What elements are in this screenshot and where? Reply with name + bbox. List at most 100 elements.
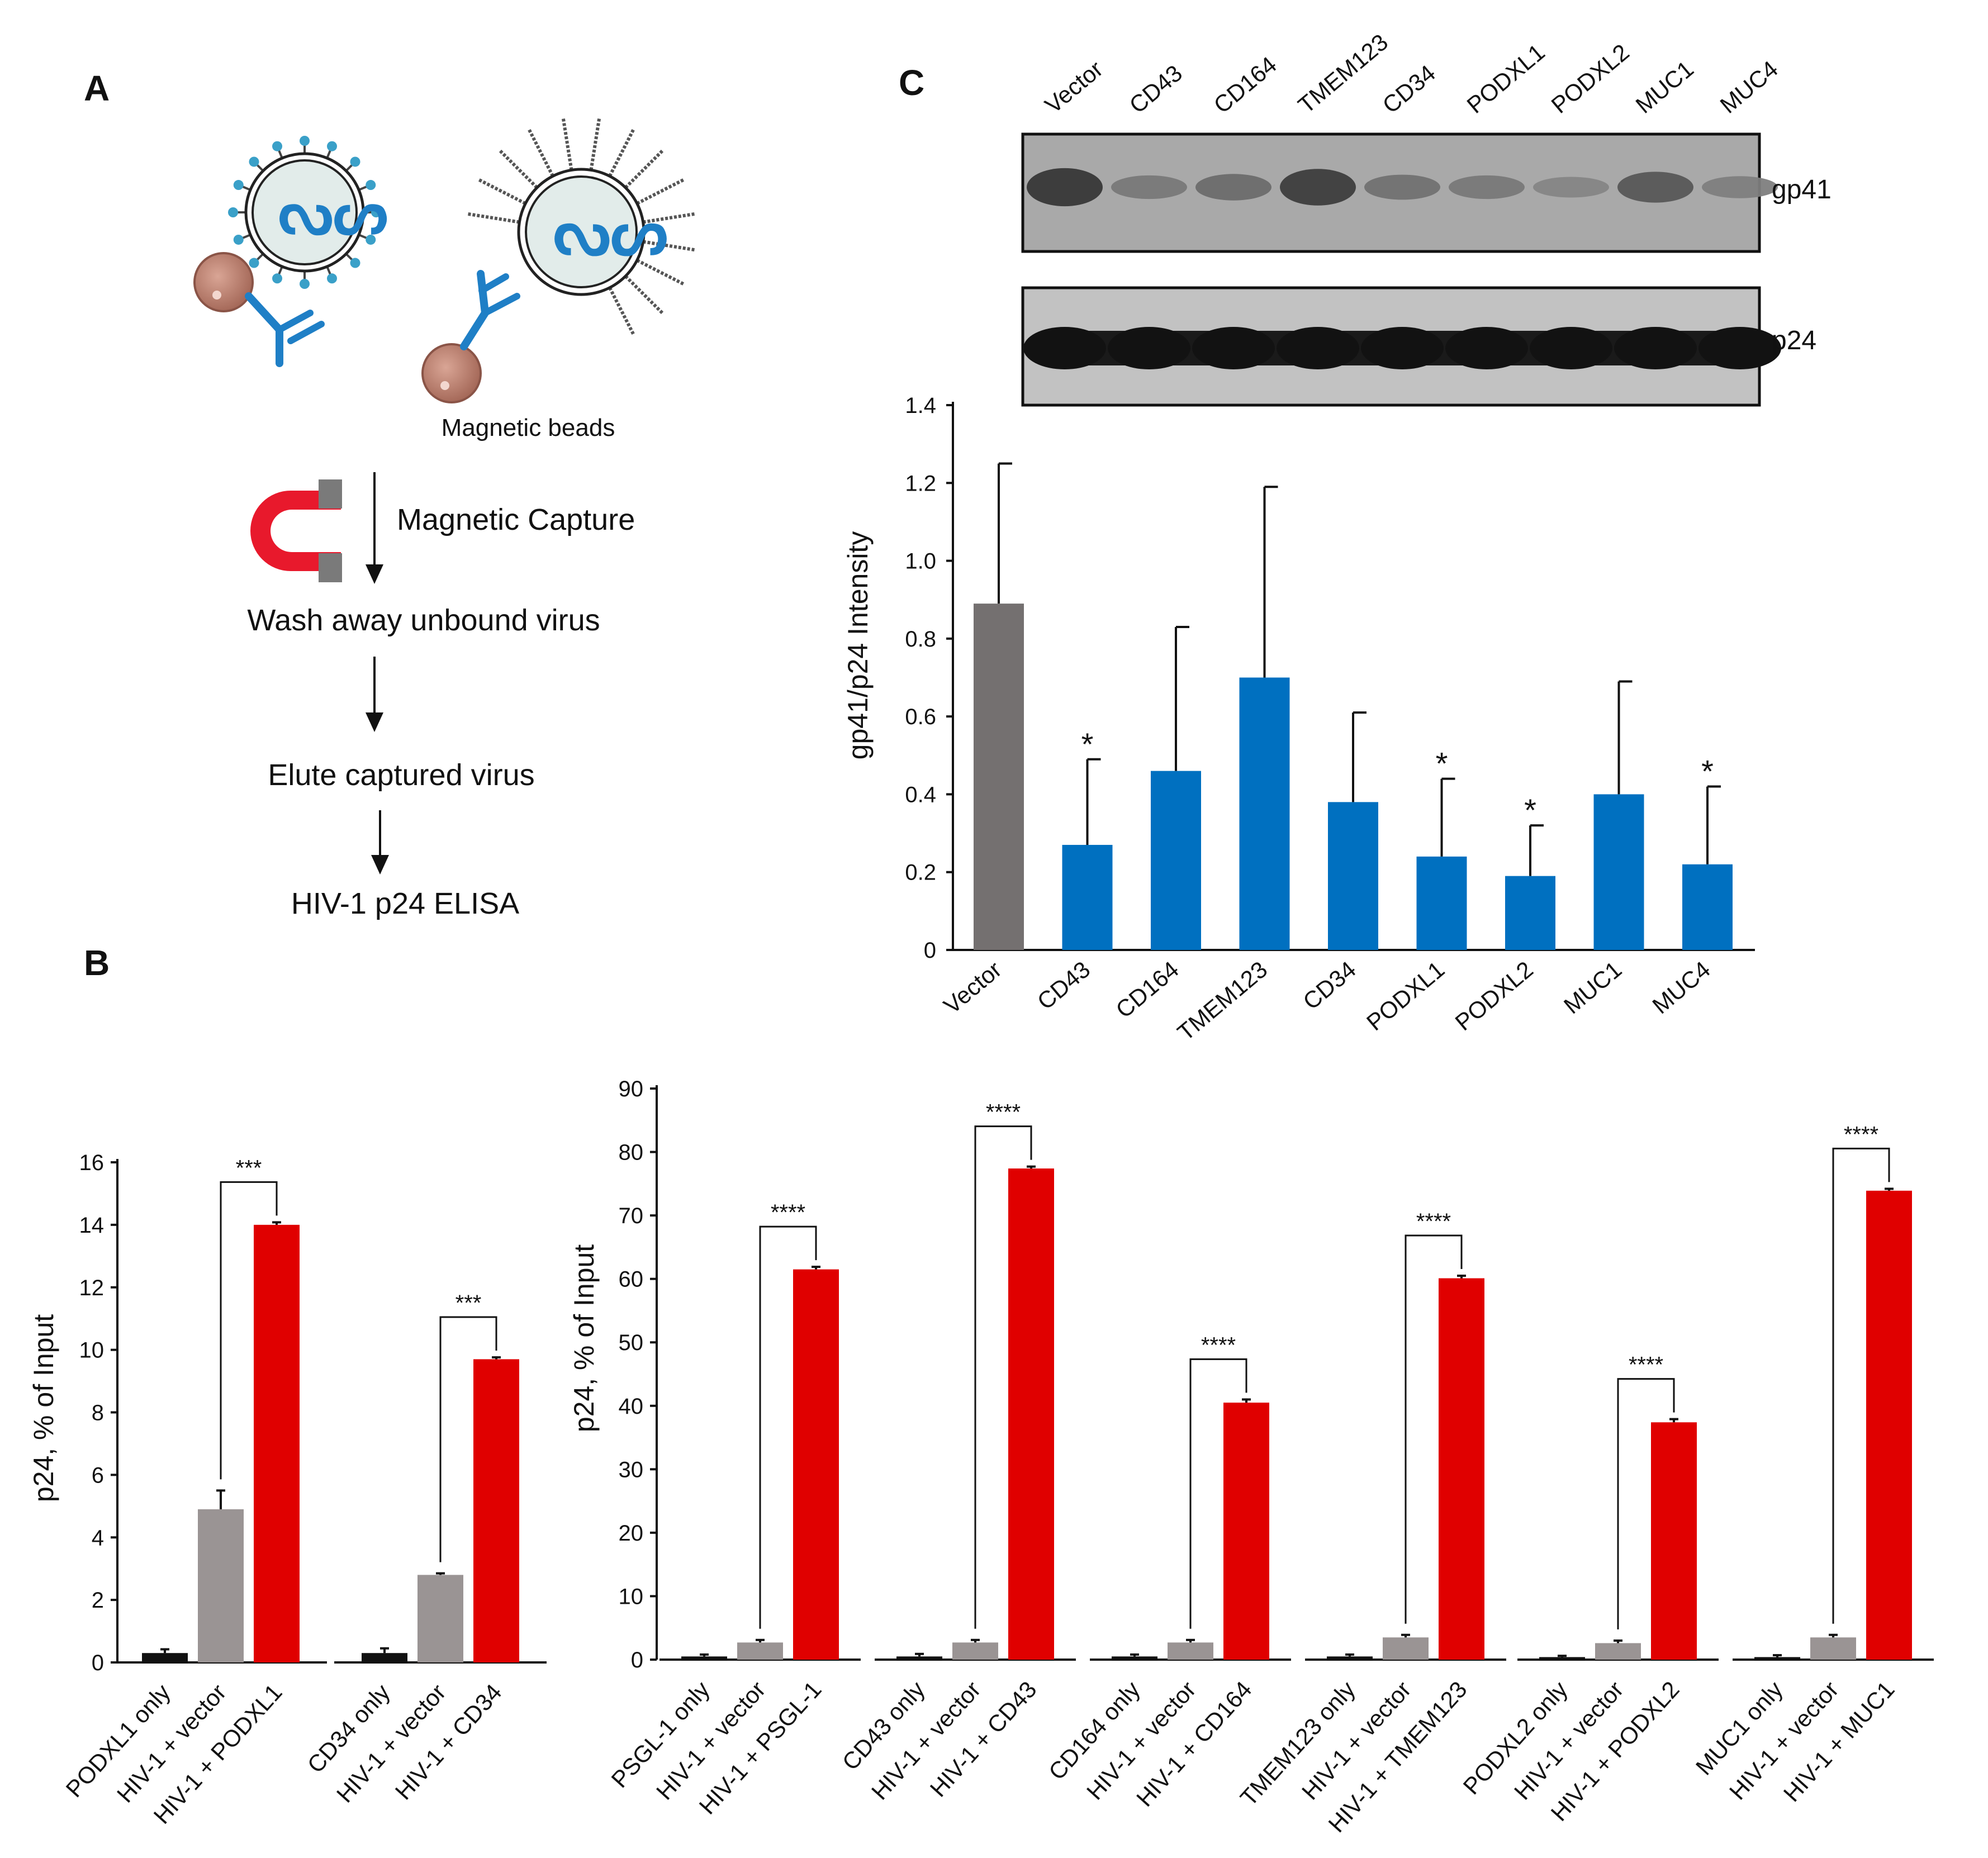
p24-band xyxy=(1445,327,1528,369)
y-tick-label: 1.0 xyxy=(905,549,936,574)
p24-band xyxy=(1277,327,1359,369)
y-tick-label: 1.4 xyxy=(905,393,936,418)
significance-mark: * xyxy=(1524,792,1536,828)
y-tick-label: 60 xyxy=(619,1267,644,1292)
significance-mark: * xyxy=(1436,746,1448,781)
spike-head xyxy=(300,136,310,146)
y-tick-label: 10 xyxy=(79,1338,105,1363)
significance-bracket xyxy=(1405,1234,1463,1624)
spike-head xyxy=(272,273,283,284)
bar xyxy=(952,1642,998,1660)
bar xyxy=(896,1656,942,1660)
panel-a-label: A xyxy=(84,68,110,108)
significance-mark: **** xyxy=(986,1100,1021,1125)
x-tick-label: PODXL2 xyxy=(1450,956,1538,1036)
y-tick-label: 0.2 xyxy=(905,861,936,885)
y-tick-label: 0.6 xyxy=(905,705,936,729)
bead-antibody-right xyxy=(421,270,520,403)
viral-rna-icon-left: ᔓᔕ xyxy=(278,178,388,247)
gp41-band xyxy=(1449,175,1525,199)
spike-head xyxy=(350,156,360,167)
spike-head xyxy=(300,279,310,289)
bar xyxy=(417,1575,463,1662)
blot-lane-label: PODXL1 xyxy=(1462,39,1550,118)
gp41-band xyxy=(1364,174,1440,200)
bar xyxy=(1866,1190,1912,1660)
bar xyxy=(1416,856,1467,950)
y-tick-label: 80 xyxy=(619,1141,644,1165)
glycoprotein-icon xyxy=(624,149,664,189)
gp41-band xyxy=(1280,169,1356,206)
bar xyxy=(1539,1657,1585,1660)
spike-head xyxy=(366,234,376,245)
blot-lane-label: PODXL2 xyxy=(1546,39,1634,118)
y-tick-label: 1.2 xyxy=(905,471,936,496)
significance-bracket xyxy=(1189,1358,1247,1629)
x-tick-label: PODXL1 xyxy=(1361,956,1449,1036)
significance-mark: *** xyxy=(456,1291,482,1315)
spike-head xyxy=(326,141,337,151)
blot-lane-label: CD43 xyxy=(1125,60,1187,118)
gp41-band xyxy=(1533,177,1609,198)
chart-b-left-ylabel: p24, % of Input xyxy=(28,1314,59,1502)
spike-head xyxy=(350,258,360,268)
bead-antibody-left xyxy=(193,252,325,367)
y-tick-label: 0 xyxy=(92,1651,104,1675)
blot-lane-label: Vector xyxy=(1040,55,1108,118)
x-tick-label: MUC1 xyxy=(1559,956,1626,1019)
y-tick-label: 30 xyxy=(619,1457,644,1482)
y-tick-label: 0 xyxy=(924,938,936,963)
bar xyxy=(1682,864,1733,950)
spike-head xyxy=(272,141,283,151)
antibody-icon-right xyxy=(460,270,490,350)
y-tick-label: 16 xyxy=(79,1151,105,1175)
p24-band xyxy=(1108,327,1190,369)
virus-illustration-left: ᔓᔕ xyxy=(228,136,388,289)
gp41-bands xyxy=(1027,168,1778,207)
bar xyxy=(362,1653,407,1662)
p24-bands xyxy=(1023,327,1781,369)
p24-band xyxy=(1361,327,1444,369)
panel-c-label: C xyxy=(899,63,924,103)
gp41-band xyxy=(1027,168,1103,207)
bar xyxy=(473,1359,519,1662)
p24-band xyxy=(1192,327,1275,369)
significance-bracket xyxy=(220,1181,278,1480)
spike-head xyxy=(233,234,244,245)
spike-head xyxy=(371,207,381,217)
blot-lane-label: CD34 xyxy=(1378,60,1440,118)
bar xyxy=(681,1656,727,1660)
bar xyxy=(1112,1656,1157,1660)
x-tick-label: CD43 xyxy=(1032,956,1095,1015)
y-tick-label: 4 xyxy=(92,1526,104,1550)
bar xyxy=(1327,1656,1373,1660)
glycoprotein-icon xyxy=(499,149,538,189)
elisa-step-label: HIV-1 p24 ELISA xyxy=(291,887,519,920)
gp41-band xyxy=(1111,175,1187,199)
bar xyxy=(974,604,1024,950)
significance-mark: * xyxy=(1081,726,1094,762)
spike-head xyxy=(366,180,376,191)
virus-core-right xyxy=(525,175,638,288)
x-tick-label: TMEM123 xyxy=(1173,956,1273,1046)
bar xyxy=(1151,771,1201,950)
x-tick-label: Vector xyxy=(938,956,1006,1019)
elute-step-label: Elute captured virus xyxy=(268,758,534,792)
significance-bracket xyxy=(759,1225,817,1629)
y-tick-label: 12 xyxy=(79,1276,105,1300)
p24-band xyxy=(1614,327,1697,369)
significance-mark: **** xyxy=(1844,1122,1878,1147)
bar xyxy=(254,1224,300,1662)
x-tick-label: CD164 xyxy=(1111,956,1183,1023)
y-tick-label: 8 xyxy=(92,1401,104,1425)
blot-lane-label: CD164 xyxy=(1209,51,1282,118)
bar xyxy=(142,1653,188,1662)
bar xyxy=(1223,1403,1269,1660)
bar xyxy=(198,1509,244,1662)
p24-band xyxy=(1698,327,1781,369)
bar xyxy=(1754,1657,1800,1660)
chart-c: 0 0.2 0.4 0.6 0.8 1.0 1.2 1.4 Vector * CD43 CD164TM… xyxy=(905,393,1755,1046)
panel-b-label: B xyxy=(84,943,110,983)
